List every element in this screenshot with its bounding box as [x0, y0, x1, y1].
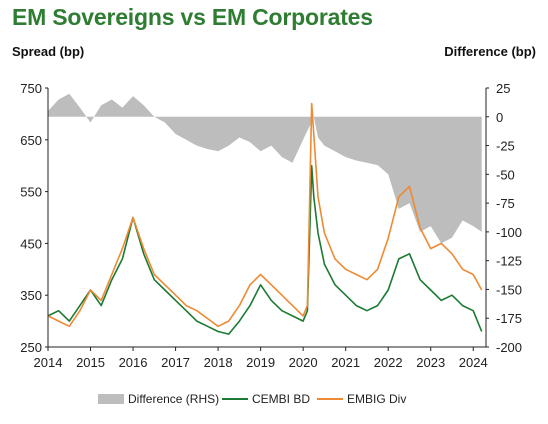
right-tick-label: -150: [496, 282, 522, 297]
x-tick-label: 2020: [289, 355, 318, 370]
legend-difference-swatch: [98, 394, 124, 404]
cembi-bd-line: [47, 164, 483, 335]
x-tick-label: 2021: [331, 355, 360, 370]
legend-embig-div-label: EMBIG Div: [347, 392, 406, 406]
legend-cembi-bd-label: CEMBI BD: [252, 392, 310, 406]
embig-div-line: [47, 102, 483, 328]
x-tick-label: 2016: [119, 355, 148, 370]
difference-area-layer: [48, 93, 482, 244]
chart-title: EM Sovereigns vs EM Corporates: [12, 4, 373, 30]
spread-lines-layer: [47, 102, 483, 335]
right-tick-label: -100: [496, 225, 522, 240]
left-tick-label: 250: [20, 340, 42, 355]
axes: 250350450550650750-200-175-150-125-100-7…: [20, 81, 522, 370]
x-tick-label: 2018: [204, 355, 233, 370]
right-tick-label: -75: [496, 196, 515, 211]
x-tick-label: 2019: [246, 355, 275, 370]
left-tick-label: 350: [20, 288, 42, 303]
x-tick-label: 2015: [76, 355, 105, 370]
x-tick-label: 2017: [161, 355, 190, 370]
left-tick-label: 650: [20, 133, 42, 148]
x-tick-label: 2022: [374, 355, 403, 370]
left-tick-label: 750: [20, 81, 42, 96]
right-tick-label: -25: [496, 139, 515, 154]
right-axis-label: Difference (bp): [444, 44, 536, 59]
x-tick-label: 2023: [416, 355, 445, 370]
left-axis-label: Spread (bp): [12, 44, 85, 59]
right-tick-label: 25: [496, 81, 510, 96]
right-tick-label: -125: [496, 254, 522, 269]
right-tick-label: -50: [496, 167, 515, 182]
x-tick-label: 2014: [34, 355, 63, 370]
difference-area: [48, 93, 482, 244]
right-tick-label: -175: [496, 311, 522, 326]
right-tick-label: 0: [496, 110, 503, 125]
left-tick-label: 550: [20, 185, 42, 200]
right-tick-label: -200: [496, 340, 522, 355]
x-tick-label: 2024: [459, 355, 488, 370]
left-tick-label: 450: [20, 236, 42, 251]
legend: Difference (RHS) CEMBI BD EMBIG Div: [98, 392, 406, 406]
legend-difference-label: Difference (RHS): [128, 392, 219, 406]
